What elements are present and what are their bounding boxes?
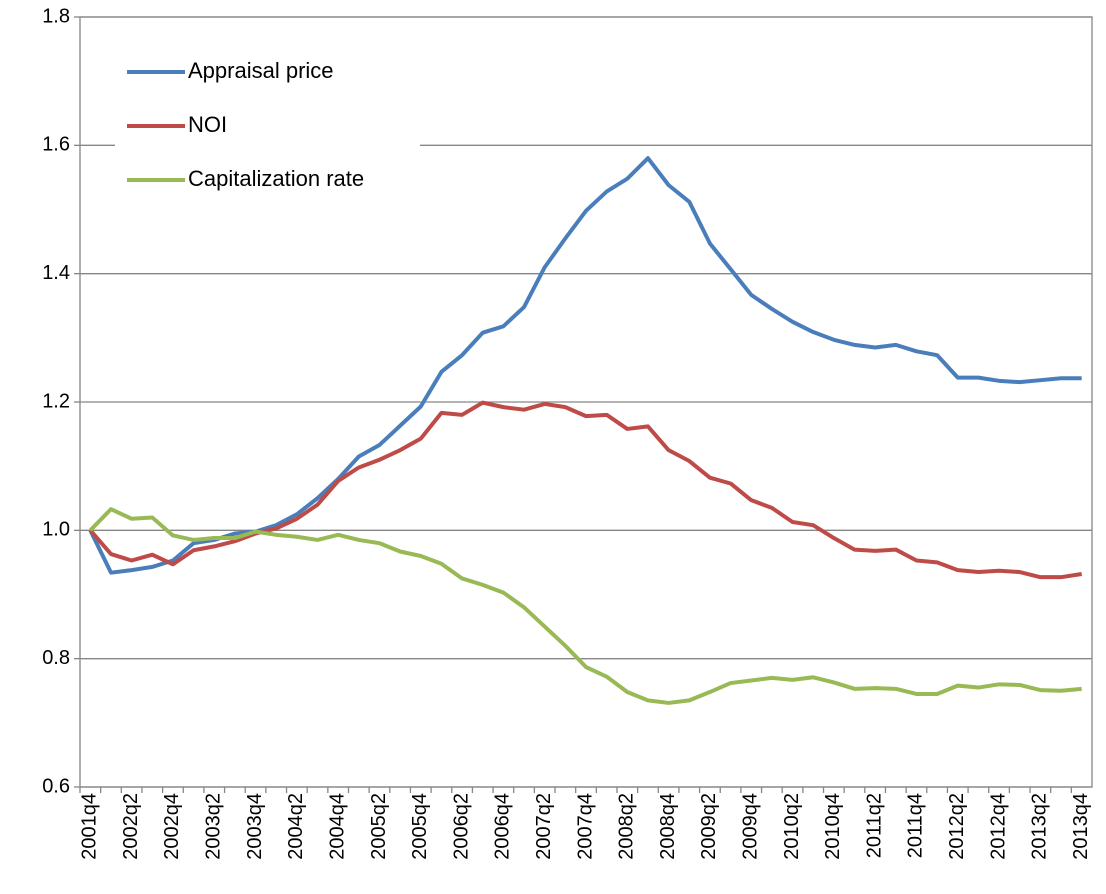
x-tick-label: 2009q4 (740, 793, 762, 860)
x-tick-label: 2003q2 (203, 793, 225, 860)
x-tick-label: 2008q2 (616, 793, 638, 860)
legend-label: Appraisal price (188, 58, 334, 83)
y-tick-label: 0.8 (42, 647, 70, 669)
x-tick-label: 2006q4 (492, 793, 514, 860)
y-tick-label: 1.4 (42, 262, 70, 284)
x-tick-label: 2001q4 (79, 793, 101, 860)
legend-label: Capitalization rate (188, 166, 364, 191)
x-tick-label: 2002q4 (161, 793, 183, 860)
data-line (88, 156, 1082, 575)
x-tick-label: 2007q2 (533, 793, 555, 860)
x-tick-label: 2013q2 (1029, 793, 1051, 860)
legend-box (115, 40, 420, 205)
x-tick-label: 2003q4 (244, 793, 266, 860)
x-tick-label: 2010q4 (822, 793, 844, 860)
x-tick-label: 2005q4 (409, 793, 431, 860)
y-tick-label: 0.6 (42, 775, 70, 797)
y-tick-label: 1.2 (42, 390, 70, 412)
y-tick-label: 1.6 (42, 134, 70, 156)
x-tick-label: 2004q2 (285, 793, 307, 860)
data-line (88, 400, 1082, 580)
plot-frame (79, 16, 1093, 788)
x-tick-label: 2007q4 (574, 793, 596, 860)
y-tick-label: 1.0 (42, 519, 70, 541)
x-tick-label: 2004q4 (326, 793, 348, 860)
legend-label: NOI (188, 112, 227, 137)
x-tick-label: 2012q2 (946, 793, 968, 860)
x-tick-label: 2008q4 (657, 793, 679, 860)
x-tick-label: 2005q2 (368, 793, 390, 860)
x-tick-label: 2012q4 (987, 793, 1009, 860)
x-tick-label: 2011q4 (905, 793, 927, 858)
x-tick-label: 2002q2 (120, 793, 142, 860)
x-tick-label: 2013q4 (1070, 793, 1092, 860)
x-tick-label: 2011q2 (863, 793, 885, 858)
x-tick-label: 2009q2 (698, 793, 720, 860)
y-tick-label: 1.8 (42, 5, 70, 27)
x-tick-label: 2010q2 (781, 793, 803, 860)
x-tick-label: 2006q2 (450, 793, 472, 860)
data-line (88, 507, 1082, 705)
